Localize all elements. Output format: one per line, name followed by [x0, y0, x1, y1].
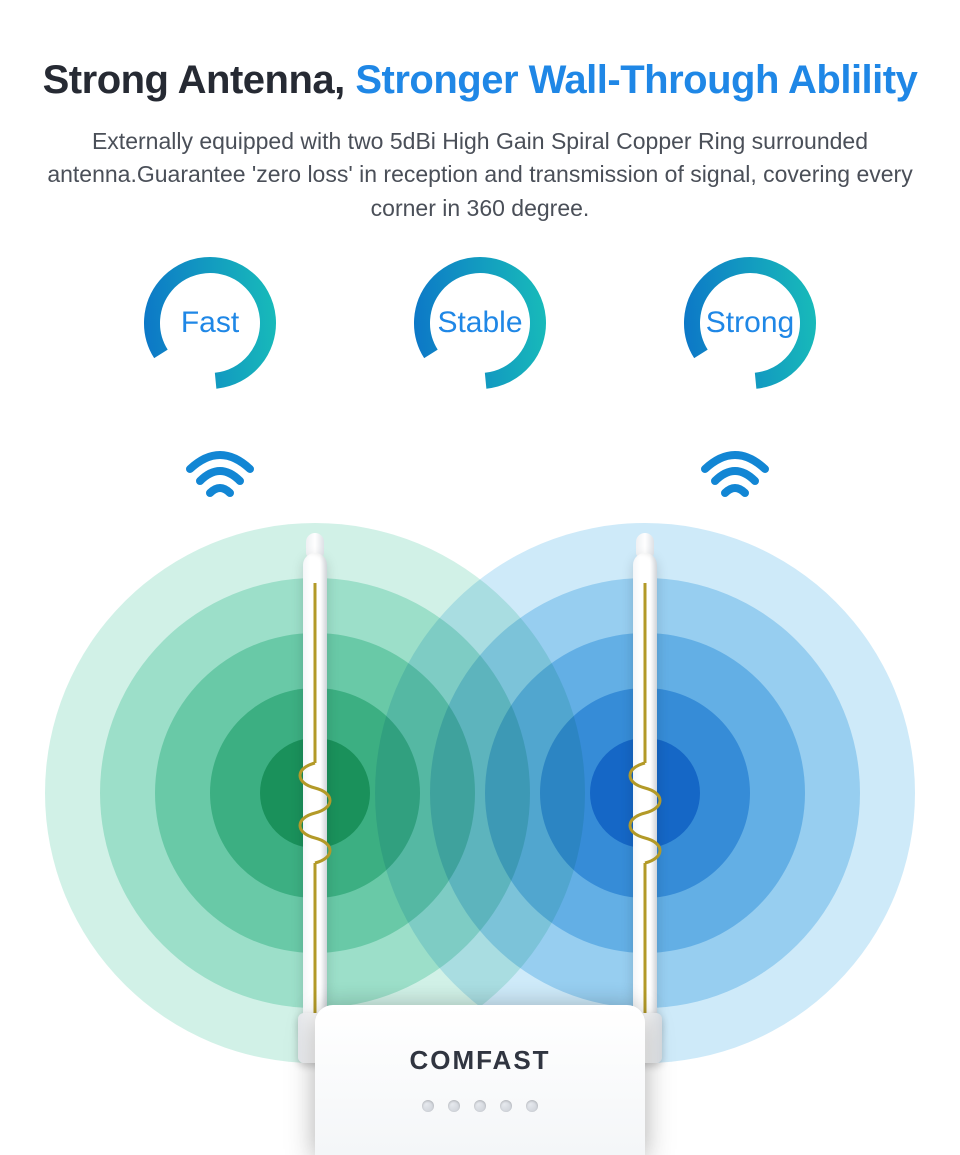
led-indicator — [422, 1100, 434, 1112]
wifi-icon — [185, 447, 255, 502]
led-indicator — [448, 1100, 460, 1112]
device-body: COMFAST — [315, 1005, 645, 1155]
antenna-right — [622, 503, 668, 1063]
badge-stable: Stable — [410, 253, 550, 393]
badge-label: Strong — [706, 306, 794, 340]
badge-label: Stable — [437, 306, 522, 340]
signal-diagram: COMFAST — [0, 415, 960, 1145]
badge-fast: Fast — [140, 253, 280, 393]
badge-row: Fast Stable Strong — [0, 253, 960, 393]
antenna-left — [292, 503, 338, 1063]
led-indicator — [474, 1100, 486, 1112]
led-indicator — [526, 1100, 538, 1112]
badge-strong: Strong — [680, 253, 820, 393]
led-indicator — [500, 1100, 512, 1112]
header-block: Strong Antenna, Stronger Wall-Through Ab… — [0, 0, 960, 225]
description-text: Externally equipped with two 5dBi High G… — [30, 125, 930, 225]
title-part-dark: Strong Antenna, — [43, 58, 356, 102]
led-row — [422, 1100, 538, 1112]
brand-label: COMFAST — [409, 1045, 550, 1076]
wifi-icon — [700, 447, 770, 502]
page-title: Strong Antenna, Stronger Wall-Through Ab… — [0, 58, 960, 103]
badge-label: Fast — [181, 306, 239, 340]
title-part-blue: Stronger Wall-Through Ablility — [355, 58, 917, 102]
